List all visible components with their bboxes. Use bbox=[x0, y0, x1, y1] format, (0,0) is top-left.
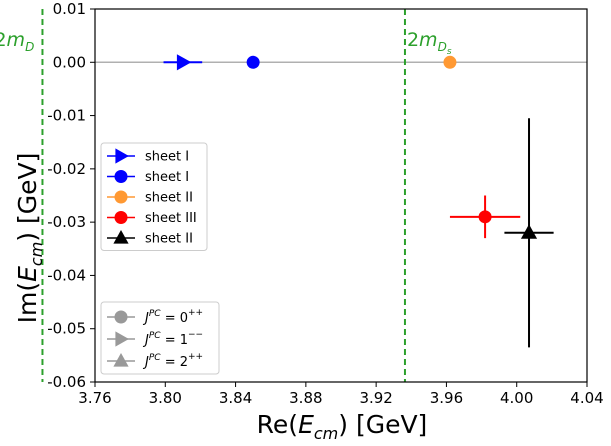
legend-label-sup: PC bbox=[149, 309, 161, 319]
y-tick-label: -0.02 bbox=[47, 160, 86, 178]
threshold-label-coef: 2 bbox=[407, 29, 419, 51]
legend-label: JPC = 0++ bbox=[142, 308, 203, 326]
legends: sheet I sheet I sheet II sheet III sheet II J… bbox=[100, 142, 220, 375]
threshold-label: 2mD bbox=[0, 29, 34, 54]
data-point bbox=[520, 224, 538, 239]
legend-label-value: = 1 bbox=[161, 333, 188, 348]
plot-area: 2mD 2mDs bbox=[0, 9, 587, 382]
x-axis-label: Re(Ecm) [GeV] bbox=[257, 410, 428, 443]
legend-marker bbox=[114, 170, 128, 183]
axes: 3.76 3.80 3.84 3.88 3.92 3.96 4.00 4.04 0.01 0.00… bbox=[47, 0, 604, 407]
x-tick-label: 3.76 bbox=[78, 389, 111, 407]
x-axis-label-sub: cm bbox=[314, 424, 338, 443]
y-tick-label: -0.04 bbox=[47, 266, 86, 284]
x-tick-label: 4.00 bbox=[500, 389, 533, 407]
plot-frame bbox=[94, 8, 588, 383]
x-tick-label: 4.04 bbox=[570, 389, 603, 407]
y-tick-label: -0.05 bbox=[47, 320, 86, 338]
legend-label-symbol: J bbox=[142, 311, 149, 326]
threshold-label-mass: m bbox=[419, 29, 438, 51]
y-tick-label: 0.01 bbox=[53, 0, 86, 18]
x-axis-label-tail: ) [GeV] bbox=[338, 410, 427, 439]
threshold-label-coef: 2 bbox=[0, 29, 7, 51]
y-tick-label: -0.06 bbox=[47, 373, 86, 391]
x-tick-label: 3.96 bbox=[430, 389, 463, 407]
y-tick-label: -0.03 bbox=[47, 213, 86, 231]
y-tick-label: 0.00 bbox=[53, 53, 86, 71]
legend-marker bbox=[114, 190, 128, 204]
legend-label-parity: ++ bbox=[188, 352, 203, 362]
data-point bbox=[176, 54, 192, 71]
legend-label: sheet I bbox=[145, 150, 189, 165]
legend-label-sup: PC bbox=[149, 331, 161, 341]
x-tick-label: 3.88 bbox=[289, 389, 322, 407]
legend-label-value: = 2 bbox=[161, 355, 188, 370]
legend-marker bbox=[115, 331, 129, 347]
legend-label: sheet III bbox=[145, 211, 197, 226]
legend-marker bbox=[115, 148, 129, 164]
legend-label-symbol: J bbox=[142, 355, 149, 370]
data-point bbox=[246, 55, 260, 69]
x-tick-label: 3.84 bbox=[219, 389, 252, 407]
threshold-label: 2mDs bbox=[407, 29, 452, 57]
legend-label: JPC = 1−− bbox=[142, 330, 203, 348]
legend-label-value: = 0 bbox=[161, 311, 188, 326]
y-axis-label-var: E bbox=[13, 266, 42, 282]
y-tick-label: -0.01 bbox=[47, 107, 86, 125]
legend-quantum-numbers bbox=[100, 301, 220, 375]
legend-label-symbol: J bbox=[142, 333, 149, 348]
y-axis-label-tail: ) [GeV] bbox=[13, 153, 42, 242]
threshold-label-mass: m bbox=[7, 29, 26, 51]
legend-marker bbox=[113, 353, 129, 367]
threshold-label-sub: D bbox=[25, 40, 34, 54]
legend-label: sheet II bbox=[145, 232, 193, 247]
legend-marker bbox=[114, 211, 128, 224]
x-axis-label-main: Re( bbox=[257, 410, 298, 439]
data-point bbox=[478, 210, 492, 224]
threshold-label-subsub: s bbox=[447, 47, 452, 57]
x-tick-label: 3.80 bbox=[149, 389, 182, 407]
y-axis-label-sub: cm bbox=[27, 242, 46, 266]
data-point bbox=[443, 55, 457, 69]
legend-marker bbox=[113, 230, 129, 244]
legend-label: sheet II bbox=[145, 191, 193, 206]
threshold-label-sub: D bbox=[438, 40, 447, 54]
legend-label: sheet I bbox=[145, 170, 189, 185]
legend-label-sup: PC bbox=[149, 353, 161, 363]
legend-label: JPC = 2++ bbox=[142, 352, 203, 370]
x-tick-label: 3.92 bbox=[359, 389, 392, 407]
x-axis-label-var: E bbox=[298, 410, 314, 439]
legend-marker bbox=[114, 310, 128, 324]
legend-sheets bbox=[100, 142, 208, 251]
legend-label-parity: −− bbox=[188, 330, 203, 340]
y-axis-label-main: Im( bbox=[13, 282, 42, 323]
y-axis-label: Im(Ecm) [GeV] bbox=[13, 153, 46, 324]
legend-label-parity: ++ bbox=[188, 308, 203, 318]
